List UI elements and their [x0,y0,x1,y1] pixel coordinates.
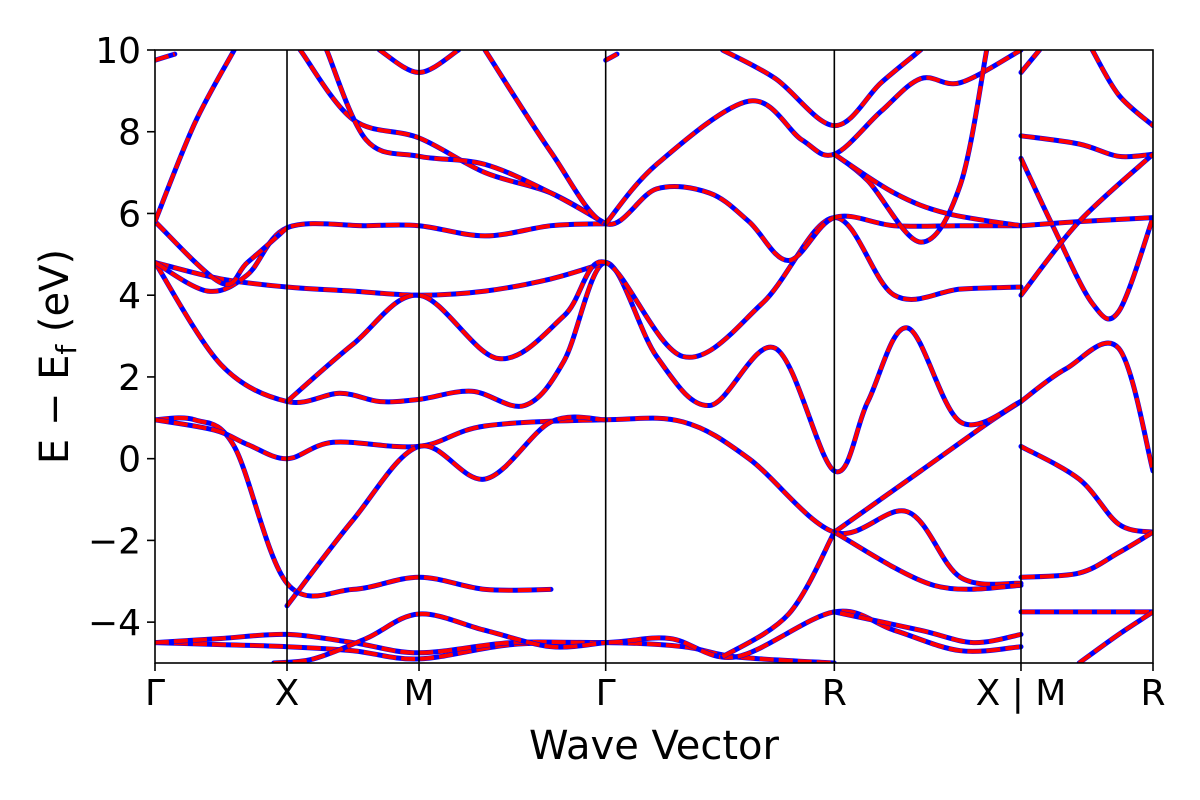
band-line-fit-33 [1020,530,1153,580]
band-line-fit-28 [1019,157,1153,321]
band-line-fit-20 [483,50,1021,263]
band-line-dft-1 [155,608,1024,661]
band-line-dft-31 [1018,340,1153,474]
band-line-fit-30 [1019,152,1153,297]
y-tick-label-2: 0 [118,440,141,481]
y-tick-label-7: 10 [95,31,141,72]
band-line-fit-7 [833,399,1023,534]
y-tick-label-4: 4 [118,276,141,317]
band-line-fit-6 [285,414,606,608]
y-tick-label-6: 8 [118,113,141,154]
y-tick-label-5: 6 [118,194,141,235]
band-line-dft-12 [284,215,1024,404]
x-tick-label-6: R [1140,673,1165,714]
band-line-fit-21 [604,50,1022,226]
x-tick-label-3: Γ [596,673,616,714]
x-tick-label-4: R [822,673,847,714]
band-line-dft-28 [1018,155,1153,322]
y-axis-title: E − Ef (eV) [32,249,83,464]
band-line-fit-18 [324,50,607,226]
band-line-fit-8 [833,530,1022,592]
y-axis-title-main: E − E [32,355,78,465]
band-line-fit-26 [1019,50,1042,74]
band-line-dft-6 [284,414,609,609]
band-line-fit-27 [1020,133,1153,159]
y-tick-label-3: 2 [118,358,141,399]
y-tick-label-1: −2 [88,521,141,562]
band-line-fit-14 [155,220,289,287]
x-axis-title: Wave Vector [529,723,780,769]
y-axis-ticks: −4 −2 0 2 4 6 8 10 [88,31,155,644]
band-line-fit-31 [1019,341,1153,472]
x-axis-ticks: Γ X M Γ R X | M R [145,663,1166,714]
band-line-fit-12 [285,215,1022,404]
band-line-fit-22 [604,52,618,62]
y-axis-title-unit: (eV) [32,249,78,345]
y-tick-label-0: −4 [88,603,141,644]
band-line-fit-13 [155,221,606,294]
band-line-fit-35 [1077,610,1153,663]
y-axis-title-subscript: f [50,344,83,355]
band-line-fit-9 [721,531,837,659]
band-line-fit-4 [155,415,552,599]
x-tick-label-2: M [403,673,434,714]
band-line-dft-21 [603,50,1024,227]
band-line-fit-11 [155,260,607,298]
band-line-fit-23 [721,50,922,128]
plot-frame [154,49,1154,664]
band-line-fit-32 [1020,444,1153,535]
band-line-fit-36 [1090,50,1153,128]
band-line-fit-5 [155,416,1022,587]
kpoint-vertical-lines [286,50,1022,663]
x-tick-label-5: X | M [976,673,1067,714]
band-line-dft-23 [720,50,924,129]
band-line-dft-25 [831,151,1024,229]
band-line-fit-2 [833,609,1022,645]
band-line-fit-25 [833,152,1022,228]
x-tick-label-0: Γ [145,673,165,714]
band-line-fit-15 [155,50,236,223]
x-tick-label-1: X [275,673,300,714]
band-line-fit-24 [833,50,989,245]
band-line-dft-5 [155,415,1024,587]
band-line-dft-36 [1089,50,1153,129]
band-line-fit-16 [155,52,176,63]
band-lines [155,50,1153,663]
band-line-dft-8 [831,529,1024,592]
